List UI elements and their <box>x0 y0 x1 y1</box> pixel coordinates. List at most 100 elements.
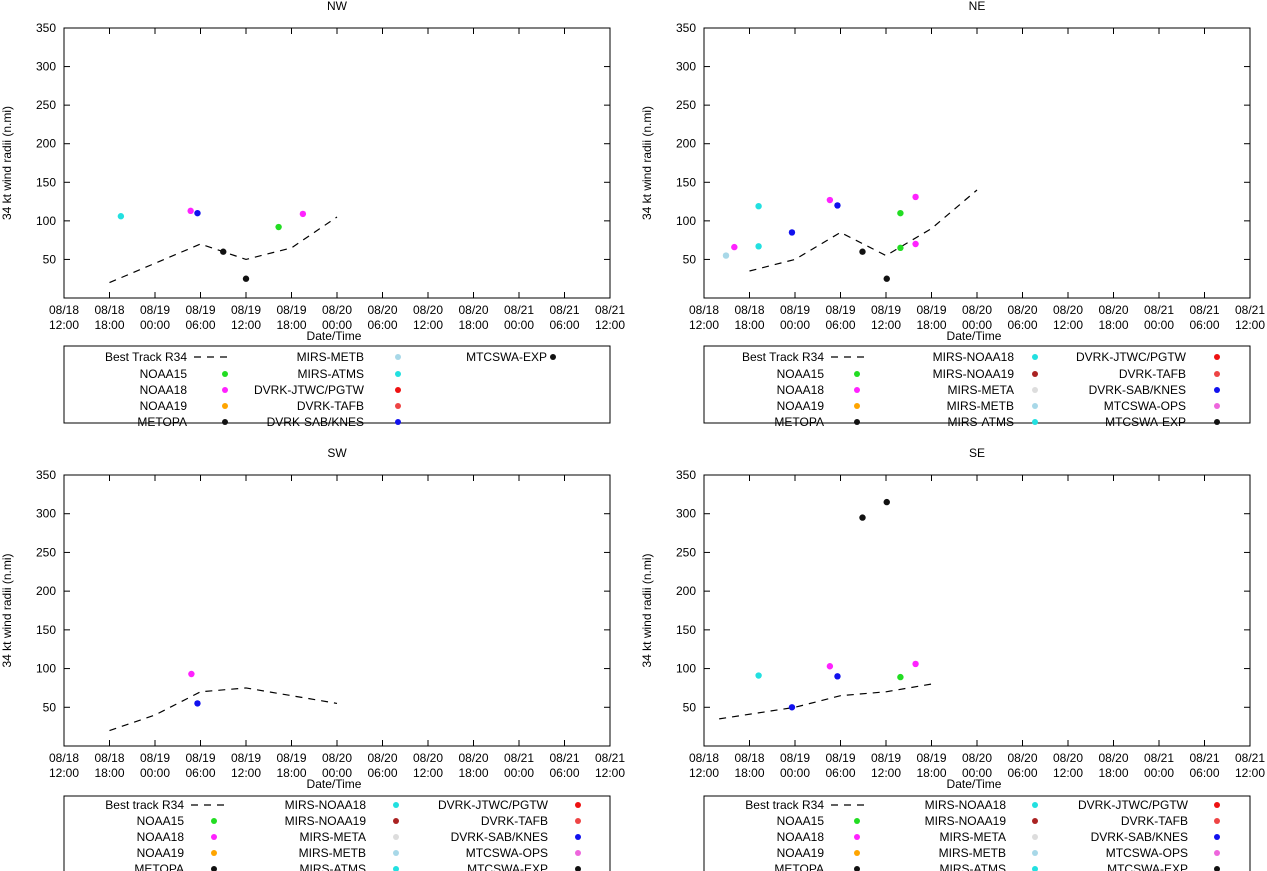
legend-label: DVRK-TAFB <box>481 814 548 828</box>
legend-label: NOAA15 <box>777 814 825 828</box>
legend-label: Best Track R34 <box>105 350 187 364</box>
se-panel: SE5010015020025030035008/1812:0008/1818:… <box>640 446 1265 871</box>
x-tick-label-time: 12:00 <box>689 318 719 332</box>
legend-box <box>63 345 611 424</box>
legend-label: MTCSWA-OPS <box>1106 846 1188 860</box>
legend-swatch-dot <box>393 802 399 808</box>
x-tick-label-date: 08/20 <box>1098 303 1128 317</box>
ne-panel: NE5010015020025030035008/1812:0008/1818:… <box>640 0 1265 429</box>
legend-label: NOAA15 <box>777 367 825 381</box>
nw-panel: NW5010015020025030035008/1812:0008/1818:… <box>0 0 625 429</box>
y-tick-label: 150 <box>36 623 56 637</box>
legend-swatch-dot <box>854 834 860 840</box>
x-tick-label-date: 08/20 <box>367 303 397 317</box>
x-tick-label-time: 12:00 <box>231 766 261 780</box>
x-tick-label-date: 08/21 <box>1235 751 1265 765</box>
legend-swatch-dot <box>575 802 581 808</box>
legend-swatch-dot <box>393 850 399 856</box>
legend-label: METOPA <box>774 862 824 871</box>
legend-label: METOPA <box>774 415 824 429</box>
x-tick-label-date: 08/21 <box>549 303 579 317</box>
legend-swatch-dot <box>1032 403 1038 409</box>
x-tick-label-time: 18:00 <box>1098 318 1128 332</box>
x-tick-label-date: 08/21 <box>1144 303 1174 317</box>
legend-label: MIRS-NOAA19 <box>925 814 1007 828</box>
legend-label: DVRK-TAFB <box>297 399 364 413</box>
legend-label: MIRS-NOAA18 <box>285 798 367 812</box>
x-tick-label-date: 08/21 <box>595 751 625 765</box>
legend-swatch-dot <box>211 866 217 871</box>
legend-swatch-dot <box>1214 834 1220 840</box>
point-metopa <box>883 498 890 506</box>
x-tick-label-date: 08/20 <box>458 751 488 765</box>
legend-label: Best track R34 <box>745 798 824 812</box>
x-tick-label-time: 12:00 <box>595 318 625 332</box>
point-dvrk-sab-knes <box>788 704 796 711</box>
legend-swatch-dot <box>575 850 581 856</box>
x-tick-label-date: 08/19 <box>780 751 810 765</box>
legend-label: MIRS-META <box>940 830 1006 844</box>
x-tick-label-date: 08/20 <box>1007 303 1037 317</box>
x-tick-label-date: 08/19 <box>871 751 901 765</box>
x-tick-label-time: 18:00 <box>94 318 124 332</box>
x-tick-label-time: 00:00 <box>140 766 170 780</box>
legend-swatch-dot <box>1214 802 1220 808</box>
legend-label: MIRS-ATMS <box>940 862 1006 871</box>
x-tick-label-time: 12:00 <box>413 318 443 332</box>
y-tick-label: 350 <box>676 468 696 482</box>
x-tick-label-time: 00:00 <box>1144 318 1174 332</box>
legend-swatch-dot <box>1032 866 1038 871</box>
x-tick-label-date: 08/19 <box>185 303 215 317</box>
best-track-line <box>109 216 338 284</box>
x-tick-label-time: 06:00 <box>367 766 397 780</box>
legend-label: MTCSWA-EXP <box>1105 415 1186 429</box>
y-tick-label: 200 <box>676 584 696 598</box>
point-mirs-noaa18 <box>755 203 762 210</box>
best-track-line <box>749 189 978 272</box>
x-tick-label-date: 08/21 <box>1189 303 1219 317</box>
legend-swatch-dot <box>575 866 581 871</box>
x-axis-label: Date/Time <box>307 329 362 343</box>
x-tick-label-time: 06:00 <box>185 318 215 332</box>
legend-swatch-dot <box>211 818 217 824</box>
legend-swatch-dot <box>1214 354 1220 360</box>
y-tick-label: 150 <box>36 175 56 189</box>
legend-swatch-dot <box>1032 834 1038 840</box>
y-axis-label: 34 kt wind radii (n.mi) <box>0 553 14 667</box>
x-tick-label-time: 00:00 <box>322 766 352 780</box>
legend-swatch-dot <box>1214 866 1220 871</box>
legend-swatch-dot <box>222 387 228 393</box>
legend-label: MIRS-ATMS <box>948 415 1014 429</box>
legend-swatch-dot <box>395 387 401 393</box>
x-tick-label-date: 08/20 <box>1053 751 1083 765</box>
x-tick-label-date: 08/21 <box>595 303 625 317</box>
y-tick-label: 50 <box>43 700 57 714</box>
x-tick-label-date: 08/18 <box>689 303 719 317</box>
point-metopa <box>883 275 890 282</box>
legend-label: NOAA15 <box>137 814 185 828</box>
legend-swatch-dot <box>1214 403 1220 409</box>
point-noaa18 <box>188 670 195 678</box>
x-tick-label-time: 12:00 <box>1053 766 1083 780</box>
legend-swatch-dot <box>854 403 860 409</box>
x-tick-label-date: 08/18 <box>94 751 124 765</box>
x-tick-label-time: 12:00 <box>1235 766 1265 780</box>
point-noaa18 <box>826 663 834 670</box>
point-noaa15 <box>275 223 282 231</box>
legend-label: DVRK-TAFB <box>1119 367 1186 381</box>
legend-swatch-dot <box>222 419 228 425</box>
legend-swatch-dot <box>395 354 401 360</box>
legend-swatch-dot <box>1214 371 1220 377</box>
point-mirs-noaa18 <box>755 672 762 679</box>
x-tick-label-time: 18:00 <box>916 766 946 780</box>
x-tick-label-time: 06:00 <box>1189 766 1219 780</box>
y-tick-label: 50 <box>43 252 57 266</box>
x-tick-label-time: 06:00 <box>549 766 579 780</box>
legend-swatch-dot <box>854 818 860 824</box>
legend-swatch-dot <box>854 866 860 871</box>
legend-label: MIRS-ATMS <box>300 862 366 871</box>
x-tick-label-time: 06:00 <box>549 318 579 332</box>
legend-label: MIRS-METB <box>299 846 366 860</box>
legend-swatch-dot <box>550 354 556 360</box>
